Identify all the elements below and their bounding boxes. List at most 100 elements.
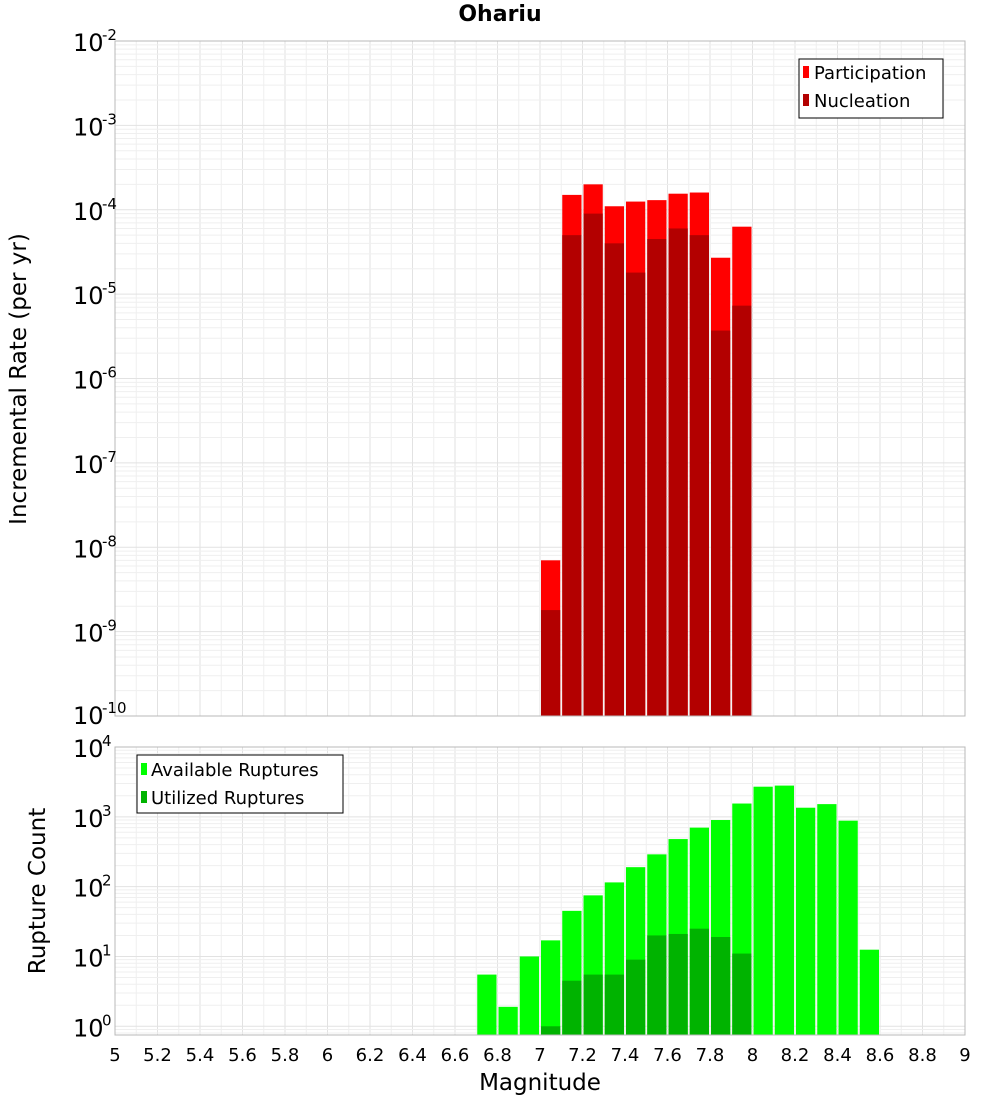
x-tick-label: 5.6 [228,1045,257,1066]
x-tick-label: 7.4 [611,1045,640,1066]
legend-swatch-nucleation [803,94,809,106]
x-tick-label: 7 [534,1045,545,1066]
bottom-bar-utilized-ruptures [541,1026,561,1035]
top-y-axis-label: Incremental Rate (per yr) [6,233,32,525]
x-tick-label: 5.2 [143,1045,172,1066]
bottom-y-tick-exponent: 0 [102,1011,112,1029]
x-tick-label: 6.8 [483,1045,512,1066]
x-tick-label: 8.8 [908,1045,937,1066]
bottom-bar-utilized-ruptures [732,953,752,1035]
legend-label-utilized-ruptures: Utilized Ruptures [151,788,304,809]
top-bar-nucleation [604,243,624,717]
bottom-bar-available-ruptures [838,820,858,1035]
bottom-y-tick-exponent: 4 [102,732,112,750]
bottom-bar-utilized-ruptures [647,935,667,1035]
top-y-tick-exponent: -7 [102,448,117,466]
top-y-tick-exponent: -8 [102,532,117,550]
top-y-tick-exponent: -6 [102,364,117,382]
x-axis-label: Magnitude [479,1070,601,1096]
chart-title: Ohariu [458,2,542,27]
x-tick-label: 7.6 [653,1045,682,1066]
x-tick-label: 7.8 [696,1045,725,1066]
legend-swatch-utilized-ruptures [141,791,147,803]
top-y-tick-label: 10 [73,198,104,226]
x-axis-ticks: 5 5.2 5.4 5.6 5.8 6 6.2 6.4 6.6 6.8 7 7.2 7.4 7.6 7.8 8… [109,1045,970,1066]
top-bar-nucleation [583,213,603,717]
bottom-bar-available-ruptures [477,974,497,1035]
legend-label-participation: Participation [814,63,926,84]
bottom-legend-box [136,754,344,814]
x-tick-label: 5 [109,1045,120,1066]
top-y-tick-label: 10 [73,367,104,395]
top-y-tick-exponent: -10 [102,699,127,717]
x-tick-label: 9 [959,1045,970,1066]
bottom-bar-utilized-ruptures [668,933,688,1035]
top-y-tick-exponent: -3 [102,110,117,128]
bottom-y-tick-label: 10 [73,735,104,763]
bottom-bar-utilized-ruptures [604,974,624,1035]
bottom-y-tick-label: 10 [73,805,104,833]
bottom-bar-available-ruptures [519,956,539,1035]
x-tick-label: 8.2 [781,1045,810,1066]
top-plot-y-ticks: 10-210-310-410-510-610-710-810-910-10 [73,26,127,730]
bottom-bar-utilized-ruptures [562,980,582,1035]
bottom-bar-available-ruptures [859,949,879,1035]
legend-label-nucleation: Nucleation [814,91,910,112]
top-y-tick-exponent: -2 [102,26,117,44]
x-tick-label: 6 [322,1045,333,1066]
bottom-bar-available-ruptures [753,786,773,1035]
x-tick-label: 7.2 [568,1045,597,1066]
top-bar-nucleation [711,330,731,716]
top-bar-nucleation [689,235,709,716]
x-tick-label: 8.6 [866,1045,895,1066]
top-bar-nucleation [562,235,582,716]
bottom-bar-utilized-ruptures [583,974,603,1035]
top-bar-nucleation [647,239,667,716]
bottom-y-tick-exponent: 2 [102,872,112,890]
x-tick-label: 6.2 [356,1045,385,1066]
bottom-bar-utilized-ruptures [689,928,709,1035]
bottom-y-tick-label: 10 [73,875,104,903]
bottom-bar-available-ruptures [796,807,816,1035]
bottom-legend: Available Ruptures Utilized Ruptures [136,754,344,814]
legend-label-available-ruptures: Available Ruptures [151,760,319,781]
top-plot-grid [114,40,966,717]
legend-swatch-participation [803,66,809,78]
top-bar-nucleation [668,228,688,716]
legend-swatch-available-ruptures [141,763,147,775]
x-tick-label: 5.4 [186,1045,215,1066]
top-y-tick-exponent: -9 [102,617,117,635]
top-bar-nucleation [541,610,561,716]
bottom-y-tick-exponent: 3 [102,802,112,820]
top-y-tick-label: 10 [73,29,104,57]
top-y-tick-label: 10 [73,113,104,141]
x-tick-label: 8.4 [823,1045,852,1066]
top-bar-nucleation [732,305,752,716]
top-legend: Participation Nucleation [798,58,944,119]
bottom-y-tick-exponent: 1 [102,941,112,959]
top-y-tick-label: 10 [73,451,104,479]
x-tick-label: 6.4 [398,1045,427,1066]
bottom-plot-frame [114,746,966,1036]
bottom-y-tick-label: 10 [73,944,104,972]
top-y-tick-exponent: -5 [102,279,117,297]
top-plot-frame [114,40,966,717]
top-bar-nucleation [626,272,646,716]
top-y-tick-label: 10 [73,282,104,310]
top-y-tick-exponent: -4 [102,195,117,213]
top-plot-bars [541,184,752,717]
bottom-plot-bars [477,785,879,1035]
bottom-bar-available-ruptures [774,785,794,1035]
top-y-tick-label: 10 [73,620,104,648]
bottom-y-axis-label: Rupture Count [25,808,51,974]
top-legend-box [798,58,944,119]
x-tick-label: 6.6 [441,1045,470,1066]
bottom-bar-available-ruptures [498,1006,518,1035]
bottom-bar-utilized-ruptures [626,959,646,1035]
top-y-tick-label: 10 [73,535,104,563]
bottom-bar-utilized-ruptures [711,936,731,1035]
bottom-bar-available-ruptures [817,804,837,1035]
bottom-bar-available-ruptures [541,940,561,1035]
